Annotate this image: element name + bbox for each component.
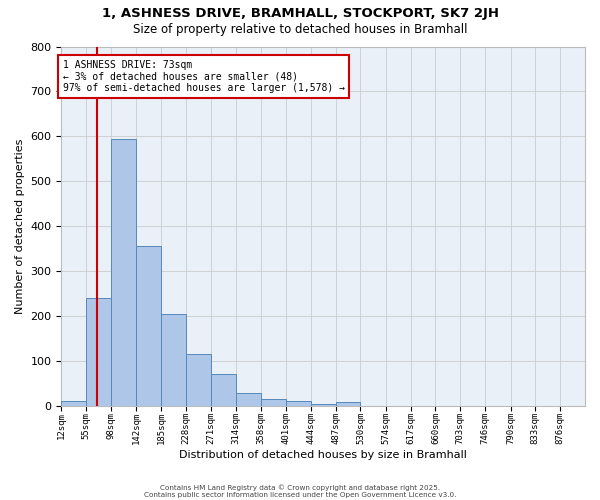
Bar [61, 402, 86, 406]
Bar [311, 404, 335, 406]
Bar [161, 314, 186, 406]
Bar [86, 298, 111, 406]
Text: 1, ASHNESS DRIVE, BRAMHALL, STOCKPORT, SK7 2JH: 1, ASHNESS DRIVE, BRAMHALL, STOCKPORT, S… [101, 8, 499, 20]
Bar [286, 402, 311, 406]
Y-axis label: Number of detached properties: Number of detached properties [15, 138, 25, 314]
Text: Size of property relative to detached houses in Bramhall: Size of property relative to detached ho… [133, 22, 467, 36]
Bar [335, 402, 361, 406]
Bar [236, 394, 261, 406]
Bar [261, 399, 286, 406]
Text: Contains HM Land Registry data © Crown copyright and database right 2025.: Contains HM Land Registry data © Crown c… [160, 484, 440, 491]
Text: 1 ASHNESS DRIVE: 73sqm
← 3% of detached houses are smaller (48)
97% of semi-deta: 1 ASHNESS DRIVE: 73sqm ← 3% of detached … [62, 60, 344, 93]
Text: Contains public sector information licensed under the Open Government Licence v3: Contains public sector information licen… [144, 492, 456, 498]
Bar [211, 374, 236, 406]
Bar [111, 138, 136, 406]
X-axis label: Distribution of detached houses by size in Bramhall: Distribution of detached houses by size … [179, 450, 467, 460]
Bar [136, 246, 161, 406]
Bar [186, 354, 211, 406]
